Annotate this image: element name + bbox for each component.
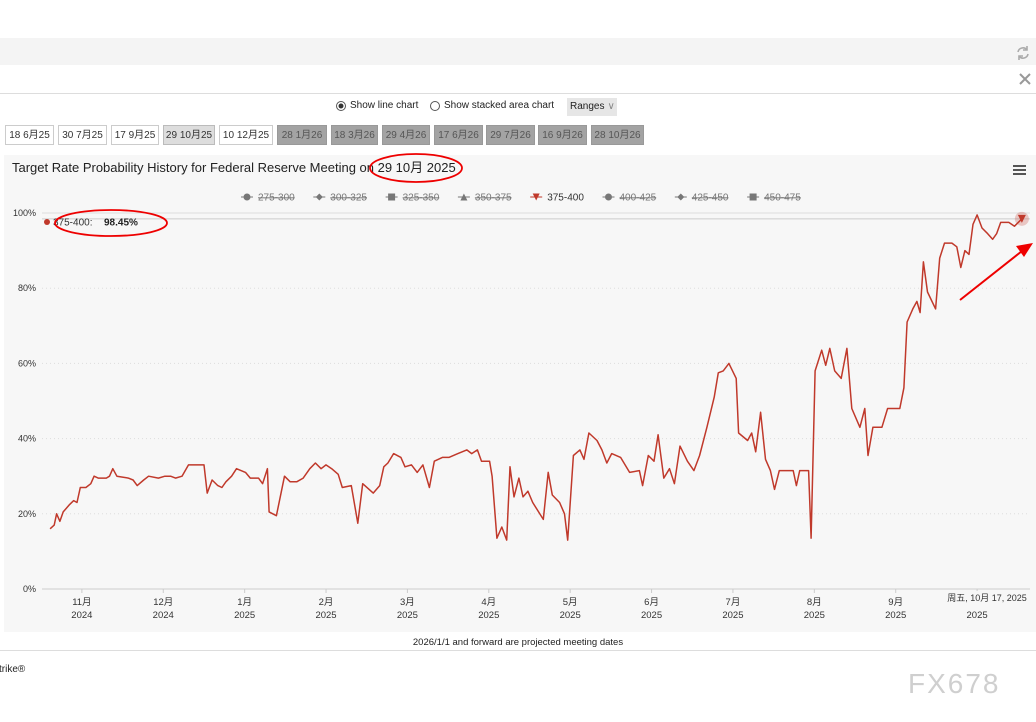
tab[interactable]: 17 6月26 bbox=[434, 125, 483, 145]
x-tick-label: 1月 2025 bbox=[234, 597, 256, 621]
x-tick-label: 12月 2024 bbox=[152, 597, 174, 621]
legend-item[interactable]: 325-350 bbox=[403, 193, 440, 204]
tab[interactable]: 18 6月25 bbox=[5, 125, 54, 145]
tab[interactable]: 30 7月25 bbox=[58, 125, 107, 145]
top-bar bbox=[0, 38, 1036, 65]
chart-title: Target Rate Probability History for Fede… bbox=[12, 160, 456, 175]
x-tick-label: 5月 2025 bbox=[559, 597, 581, 621]
legend-marker bbox=[243, 193, 251, 201]
legend-marker bbox=[388, 193, 396, 201]
radio-off[interactable] bbox=[430, 100, 442, 112]
tab[interactable]: 18 3月26 bbox=[331, 125, 378, 145]
x-tick-label: 7月 2025 bbox=[722, 597, 744, 621]
x-tick-label: 3月 2025 bbox=[396, 597, 418, 621]
legend-item[interactable]: 275-300 bbox=[258, 193, 295, 204]
radio-label[interactable]: Show line chart bbox=[350, 100, 419, 111]
annotation-arrowhead bbox=[1016, 243, 1033, 257]
legend-marker bbox=[315, 193, 323, 201]
x-tick-label: 2025 bbox=[966, 610, 988, 621]
annotation-ellipse bbox=[369, 153, 463, 183]
tab[interactable]: 16 9月26 bbox=[538, 125, 587, 145]
y-tick-label: 60% bbox=[18, 358, 36, 368]
date-label-bg bbox=[944, 591, 1030, 604]
radio-label[interactable]: Show stacked area chart bbox=[444, 100, 555, 111]
tab[interactable]: 17 9月25 bbox=[111, 125, 159, 145]
legend-item[interactable]: 375-400 bbox=[547, 193, 584, 204]
tab[interactable]: 29 10月25 bbox=[163, 125, 215, 145]
tab[interactable]: 28 10月26 bbox=[591, 125, 644, 145]
chevron: ∨ bbox=[607, 101, 615, 112]
tooltip-name: 375-400: bbox=[53, 218, 92, 229]
tooltip-dot bbox=[44, 219, 50, 225]
y-tick-label: 20% bbox=[18, 509, 36, 519]
y-tick-label: 0% bbox=[23, 584, 36, 594]
x-tick-label: 11月 2024 bbox=[71, 597, 93, 621]
legend-item[interactable]: 400-425 bbox=[620, 193, 657, 204]
x-tick-label: 4月 2025 bbox=[478, 597, 500, 621]
ranges-button[interactable]: Ranges ∨ bbox=[567, 98, 617, 116]
tab[interactable]: 28 1月26 bbox=[277, 125, 327, 145]
legend-item[interactable]: 425-450 bbox=[692, 193, 729, 204]
tab[interactable]: 10 12月25 bbox=[219, 125, 273, 145]
tab[interactable]: 29 7月26 bbox=[486, 125, 535, 145]
y-tick-label: 40% bbox=[18, 434, 36, 444]
tooltip-value: 98.45% bbox=[104, 218, 138, 229]
series-line bbox=[49, 214, 1023, 541]
x-tick-label: 9月 2025 bbox=[885, 597, 907, 621]
y-tick-label: 80% bbox=[18, 283, 36, 293]
chart-panel bbox=[4, 155, 1036, 632]
radio-on[interactable] bbox=[336, 100, 348, 112]
y-tick-label: 100% bbox=[13, 208, 36, 218]
ranges-label: Ranges bbox=[570, 101, 605, 112]
tooltip-date: 周五, 10月 17, 2025 bbox=[947, 593, 1027, 603]
legend-item[interactable]: 300-325 bbox=[330, 193, 367, 204]
divider bbox=[0, 93, 1036, 94]
legend-marker bbox=[749, 193, 757, 201]
watermark: FX678 bbox=[908, 668, 1001, 699]
legend-marker bbox=[460, 193, 468, 201]
legend-marker bbox=[532, 193, 540, 201]
legend-marker bbox=[605, 193, 612, 201]
tab[interactable]: 29 4月26 bbox=[382, 125, 430, 145]
brand: trike® bbox=[0, 664, 26, 675]
hover-marker bbox=[1017, 214, 1026, 223]
x-tick-label: 2月 2025 bbox=[315, 597, 337, 621]
x-tick-label: 6月 2025 bbox=[640, 597, 663, 621]
footer-note: 2026/1/1 and forward are projected meeti… bbox=[412, 637, 624, 648]
divider bbox=[0, 650, 1036, 651]
annotation-arrow bbox=[959, 250, 1023, 301]
annotation-ellipse bbox=[54, 209, 168, 237]
x-tick-label: 8月 2025 bbox=[803, 597, 825, 621]
refresh-icon[interactable] bbox=[1014, 44, 1032, 62]
legend-marker bbox=[677, 193, 685, 201]
legend-item[interactable]: 450-475 bbox=[764, 193, 801, 204]
x-icon[interactable] bbox=[1018, 72, 1032, 86]
menu-icon[interactable] bbox=[1013, 165, 1026, 175]
legend-item[interactable]: 350-375 bbox=[475, 193, 512, 204]
